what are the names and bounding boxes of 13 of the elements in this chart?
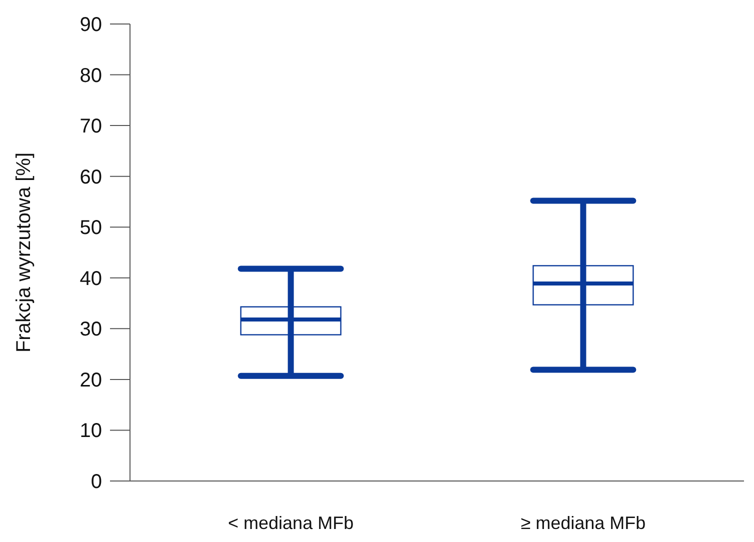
y-tick-label: 40 — [80, 268, 102, 290]
y-tick-label: 50 — [80, 217, 102, 240]
y-axis-title: Frakcja wyrzutowa [%] — [13, 152, 35, 353]
y-tick-label: 20 — [80, 369, 102, 392]
y-tick-label: 60 — [80, 166, 102, 188]
y-tick-label: 30 — [80, 318, 102, 341]
y-tick-label: 0 — [90, 471, 102, 493]
y-tick-label: 90 — [80, 14, 102, 36]
y-tick-label: 70 — [80, 116, 102, 138]
y-tick-label: 80 — [80, 64, 102, 87]
x-tick-label: ≥ mediana MFb — [520, 513, 646, 533]
y-tick-label: 10 — [80, 420, 102, 442]
x-tick-label: < mediana MFb — [228, 513, 354, 533]
